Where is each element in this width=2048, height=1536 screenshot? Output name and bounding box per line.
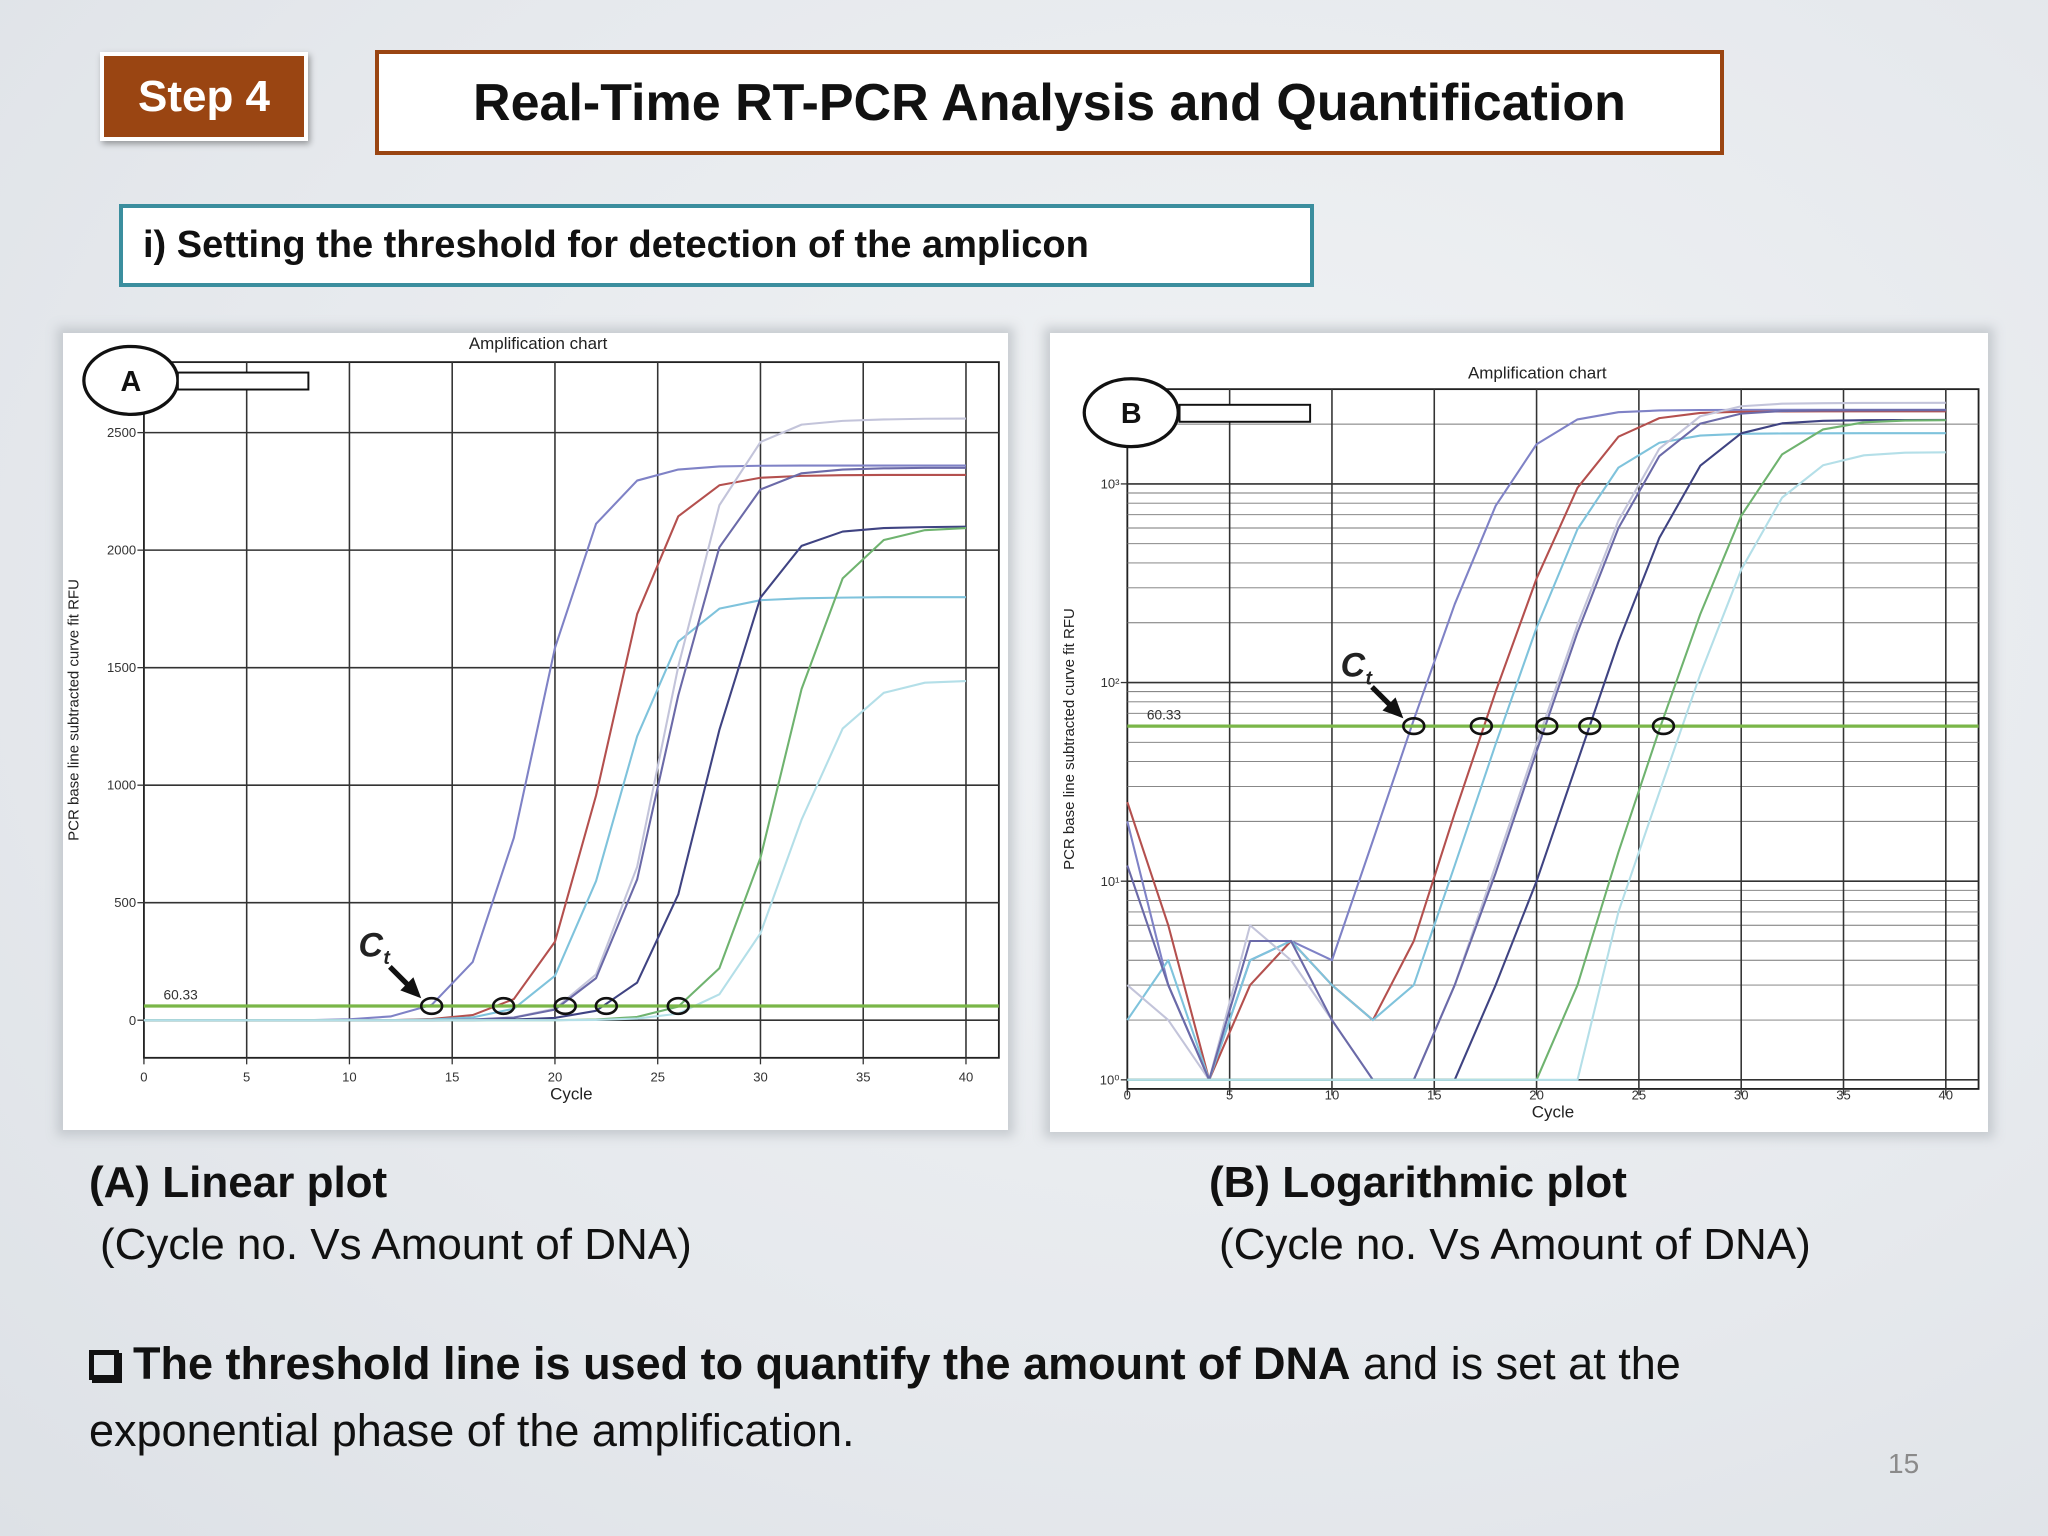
ct-marker: [553, 996, 577, 1016]
y-tick-label: 10⁰: [1100, 1072, 1120, 1087]
x-tick-label: 0: [140, 1069, 147, 1084]
amplification-curve: [1126, 409, 1946, 1081]
plot-area: [1126, 388, 1980, 1090]
note-text: and is set at the exponential phase of t…: [89, 1338, 1681, 1456]
y-tick-label: 2000: [107, 543, 136, 558]
ct-marker: [1469, 717, 1494, 736]
x-tick-label: 40: [1939, 1087, 1954, 1102]
badge-letter: B: [1121, 398, 1142, 430]
badge-letter: A: [121, 366, 142, 398]
y-axis-label: PCR base line subtracted curve fit RFU: [1061, 608, 1078, 870]
x-tick-label: 5: [243, 1069, 250, 1084]
x-tick-label: 5: [1226, 1087, 1233, 1102]
x-tick-label: 0: [1124, 1087, 1131, 1102]
chart-panel: 0 500 1000 1500 2000 2500 0 5 10 15 20 25 30 35 40 Ampl…: [63, 333, 1008, 1130]
ct-arrowhead: [400, 977, 422, 999]
y-tick-label: 0: [129, 1013, 136, 1028]
y-tick-label: 2500: [107, 425, 136, 440]
badge-box: [1178, 403, 1312, 423]
y-tick-label: 1500: [107, 660, 136, 675]
x-tick-label: 10: [342, 1069, 357, 1084]
ct-marker: [1651, 717, 1676, 736]
step-badge: Step 4: [100, 52, 308, 141]
chart: 10⁰ 10¹ 10² 10³ 0 5 10 15 20 25 30 35 40 Amplificatio…: [1061, 364, 1980, 1122]
ct-marker: [491, 996, 516, 1016]
ct-marker: [1578, 717, 1602, 736]
y-tick-label: 1000: [107, 778, 136, 793]
y-tick-label: 10³: [1101, 476, 1121, 491]
caption-title: (A) Linear plot: [89, 1158, 388, 1207]
ct-label-subscript: t: [1365, 667, 1373, 689]
bullet-icon: [89, 1350, 119, 1380]
threshold-label: 60.33: [1147, 708, 1182, 723]
amplification-curve: [1126, 401, 1946, 1081]
plot-area: [143, 361, 1000, 1059]
chart: 0 500 1000 1500 2000 2500 0 5 10 15 20 25 30 35 40 Ampl…: [66, 334, 1000, 1104]
slide-title: Real-Time RT-PCR Analysis and Quantifica…: [375, 50, 1724, 155]
ct-arrowhead: [1382, 697, 1404, 719]
chart-title: Amplification chart: [1468, 364, 1607, 383]
badge-box: [176, 371, 310, 391]
x-axis-label: Cycle: [550, 1085, 592, 1104]
y-tick-label: 10²: [1101, 675, 1121, 690]
x-tick-label: 10: [1325, 1087, 1340, 1102]
caption-subtitle: (Cycle no. Vs Amount of DNA): [100, 1220, 692, 1269]
x-tick-label: 35: [856, 1069, 871, 1084]
y-tick-label: 10¹: [1101, 874, 1121, 889]
caption-subtitle: (Cycle no. Vs Amount of DNA): [1219, 1220, 1811, 1269]
x-tick-label: 25: [1632, 1087, 1647, 1102]
y-axis-label: PCR base line subtracted curve fit RFU: [66, 579, 83, 841]
ct-marker: [1402, 717, 1426, 736]
badge-circle: [1082, 377, 1180, 449]
x-tick-label: 40: [959, 1069, 974, 1084]
caption-title: (B) Logarithmic plot: [1209, 1158, 1627, 1207]
amplification-curve: [1126, 432, 1946, 1081]
x-tick-label: 25: [650, 1069, 665, 1084]
x-tick-label: 20: [1529, 1087, 1544, 1102]
ct-marker: [594, 996, 619, 1016]
ct-label-subscript: t: [383, 947, 391, 969]
threshold-label: 60.33: [164, 988, 199, 1003]
x-tick-label: 15: [1427, 1087, 1442, 1102]
chart-panel: 10⁰ 10¹ 10² 10³ 0 5 10 15 20 25 30 35 40 Amplificatio…: [1050, 333, 1988, 1132]
section-heading: i) Setting the threshold for detection o…: [119, 204, 1314, 287]
ct-label: C: [1341, 647, 1366, 685]
x-tick-label: 15: [445, 1069, 460, 1084]
amplification-curve: [143, 680, 967, 1022]
x-axis-label: Cycle: [1532, 1103, 1574, 1122]
amplification-curve: [1127, 451, 1946, 1081]
x-tick-label: 30: [1734, 1087, 1749, 1102]
ct-marker: [666, 996, 691, 1016]
ct-label: C: [359, 926, 384, 964]
x-tick-label: 35: [1836, 1087, 1851, 1102]
x-tick-label: 30: [753, 1069, 768, 1084]
ct-marker: [419, 996, 444, 1016]
page-number: 15: [1888, 1448, 1920, 1479]
chart-title: Amplification chart: [469, 334, 608, 353]
note: The threshold line is used to quantify t…: [89, 1330, 1919, 1464]
note-bold: The threshold line is used to quantify t…: [133, 1338, 1351, 1389]
y-tick-label: 500: [114, 895, 136, 910]
x-tick-label: 20: [548, 1069, 563, 1084]
ct-marker: [1535, 717, 1559, 736]
